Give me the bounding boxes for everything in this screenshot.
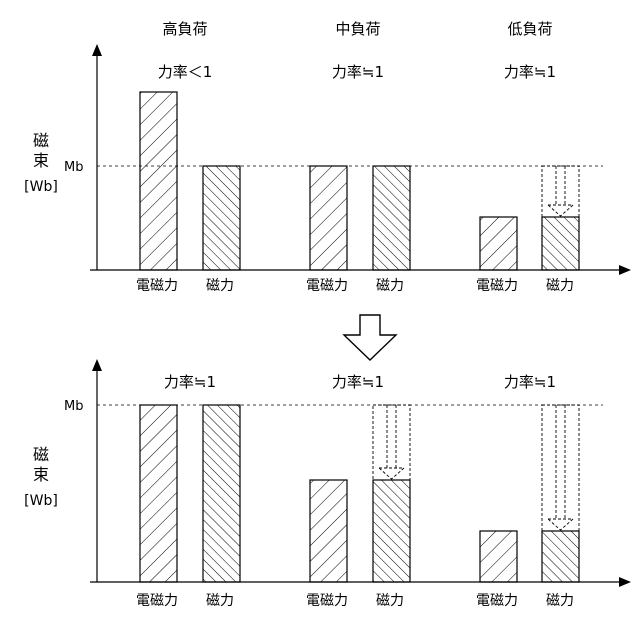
bottom-x-axis-arrowhead [619, 577, 631, 587]
top-bar-magnetic-low [541, 216, 580, 271]
top-bar-electromagnetic-low [479, 216, 518, 271]
bottom-power-factor-2: 力率≒1 [332, 373, 384, 391]
bottom-ylabel-char-1: 磁 [33, 445, 49, 464]
top-ylabel-char-1: 磁 [33, 131, 49, 150]
top-bar-magnetic-mid [372, 165, 411, 271]
bottom-reduction-arrow-mid [372, 404, 411, 481]
top-bar-magnetic-high [202, 165, 241, 271]
top-power-factor-2: 力率≒1 [332, 63, 384, 81]
bottom-ylabel-char-2: 束 [33, 465, 49, 484]
bottom-reduction-arrow-low [541, 404, 580, 532]
bottom-mb-label: Mb [64, 399, 83, 414]
top-x-axis-arrowhead [619, 265, 631, 275]
top-bar-label-2: 磁力 [206, 278, 234, 294]
top-power-factor-1: 力率＜1 [158, 63, 213, 81]
bottom-bar-electromagnetic-low [479, 530, 518, 583]
bottom-bar-magnetic-high [202, 404, 241, 583]
top-load-label-2: 中負荷 [335, 20, 380, 38]
top-y-axis-arrowhead [92, 44, 102, 56]
bottom-bar-label-2: 磁力 [206, 593, 234, 609]
bottom-bar-electromagnetic-mid [309, 479, 348, 583]
bottom-bar-magnetic-mid [372, 479, 411, 583]
bottom-bar-label-3: 電磁力 [306, 593, 348, 609]
bottom-y-axis-arrowhead [92, 359, 102, 371]
top-bar-label-4: 磁力 [376, 278, 404, 294]
top-reduction-arrow-low [541, 165, 580, 218]
bottom-panel: Mb 磁 束 [Wb] 力率≒1 力率≒1 力率≒1 電磁力 磁力 [24, 359, 631, 609]
bottom-bar-label-5: 電磁力 [476, 593, 518, 609]
top-mb-label: Mb [64, 160, 83, 175]
top-bar-electromagnetic-high [139, 91, 178, 271]
bottom-power-factor-3: 力率≒1 [504, 373, 556, 391]
top-bar-label-1: 電磁力 [136, 278, 178, 294]
top-bar-electromagnetic-mid [309, 165, 348, 271]
top-bar-label-3: 電磁力 [306, 278, 348, 294]
bottom-bar-electromagnetic-high [139, 404, 178, 583]
top-bar-label-6: 磁力 [546, 278, 574, 294]
bottom-bar-label-1: 電磁力 [136, 593, 178, 609]
top-bar-label-5: 電磁力 [476, 278, 518, 294]
bottom-power-factor-1: 力率≒1 [164, 373, 216, 391]
bottom-bar-label-4: 磁力 [376, 593, 404, 609]
top-load-label-1: 高負荷 [162, 20, 207, 38]
bottom-ylabel-unit: [Wb] [24, 493, 58, 509]
top-load-label-3: 低負荷 [507, 20, 552, 38]
top-ylabel-unit: [Wb] [24, 179, 58, 195]
top-ylabel-char-2: 束 [33, 151, 49, 170]
transition-down-arrow-icon [342, 314, 398, 361]
bottom-bar-magnetic-low [541, 530, 580, 583]
top-power-factor-3: 力率≒1 [504, 63, 556, 81]
top-panel: Mb 磁 束 [Wb] 高負荷 中負荷 低負荷 力率＜1 力率≒1 力率≒1 電… [24, 20, 631, 294]
bottom-bar-label-6: 磁力 [546, 593, 574, 609]
